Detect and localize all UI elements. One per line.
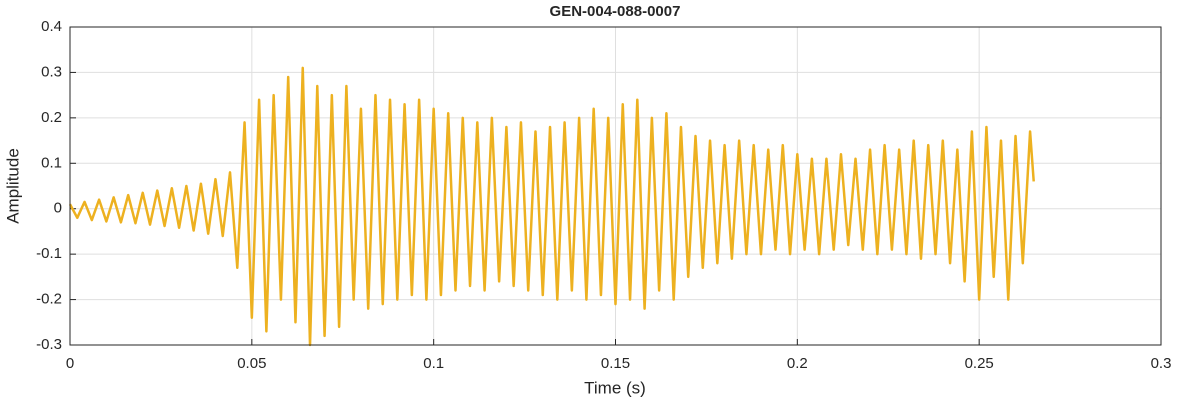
y-tick-label: 0.1: [41, 154, 62, 171]
y-tick-label: -0.2: [36, 291, 62, 308]
x-tick-label: 0.1: [423, 355, 444, 372]
x-axis-label: Time (s): [584, 378, 646, 397]
x-tick-label: 0: [66, 355, 74, 372]
y-tick-label: 0.3: [41, 63, 62, 80]
x-tick-label: 0.15: [601, 355, 630, 372]
waveform-line: [68, 66, 1035, 347]
y-tick-label: -0.1: [36, 245, 62, 262]
x-tick-label: 0.05: [237, 355, 266, 372]
x-tick-label: 0.25: [965, 355, 994, 372]
x-tick-label: 0.2: [787, 355, 808, 372]
x-tick-label: 0.3: [1151, 355, 1172, 372]
y-tick-label: 0: [54, 200, 62, 217]
y-axis-label: Amplitude: [3, 148, 22, 224]
y-tick-label: 0.4: [41, 18, 62, 35]
plot-frame: [69, 26, 1162, 346]
chart-title: GEN-004-088-0007: [550, 3, 681, 20]
y-tick-label: -0.3: [36, 336, 62, 353]
y-tick-label: 0.2: [41, 109, 62, 126]
